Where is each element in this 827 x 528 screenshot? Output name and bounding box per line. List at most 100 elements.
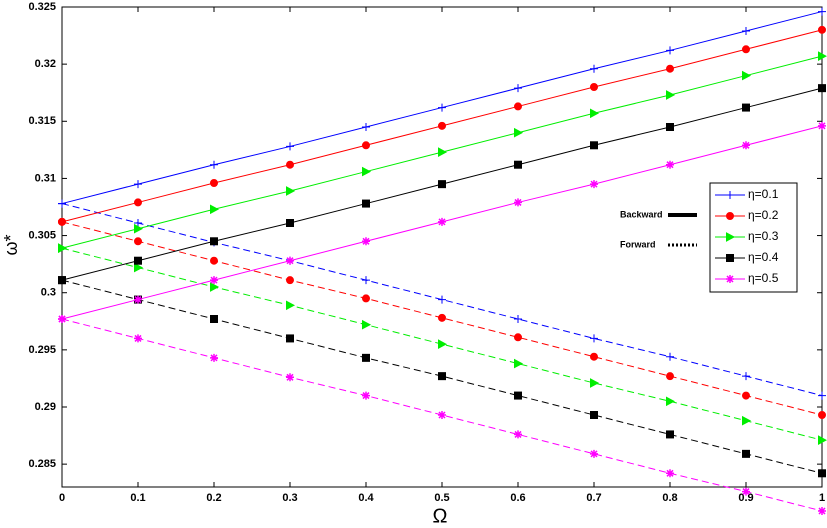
marker	[666, 46, 674, 55]
y-tick-label: 0.3	[41, 287, 56, 299]
marker	[742, 103, 750, 112]
legend-marker	[726, 191, 734, 199]
marker	[590, 108, 600, 119]
plot-frame	[61, 6, 823, 488]
marker	[58, 276, 66, 285]
marker	[134, 180, 142, 189]
legend-label: η=0.2	[748, 208, 779, 222]
marker	[58, 199, 66, 208]
marker	[438, 217, 446, 226]
marker	[742, 487, 750, 496]
marker	[362, 199, 370, 208]
marker	[514, 358, 524, 369]
x-tick-label: 0.6	[510, 492, 525, 504]
marker	[438, 147, 448, 157]
marker	[134, 198, 142, 207]
marker	[590, 378, 600, 388]
marker	[210, 204, 220, 215]
y-tick-label: 0.325	[28, 1, 56, 13]
y-tick-label: 0.305	[28, 229, 56, 241]
legend-label: η=0.4	[748, 250, 779, 264]
marker	[134, 223, 144, 234]
marker	[210, 160, 218, 169]
x-tick-label: 0.1	[130, 492, 145, 504]
x-tick-label: 0	[59, 492, 65, 504]
marker	[818, 121, 826, 130]
y-tick-label: 0.32	[35, 58, 56, 70]
x-tick-label: 0.3	[282, 492, 297, 504]
marker	[514, 127, 524, 138]
marker	[210, 315, 218, 323]
marker	[818, 51, 827, 61]
marker	[58, 243, 68, 253]
marker	[742, 141, 750, 150]
marker	[438, 295, 446, 304]
marker	[590, 352, 598, 361]
marker	[666, 123, 674, 131]
x-tick-label: 0.7	[586, 492, 601, 504]
y-tick-label: 0.285	[28, 458, 56, 470]
marker	[514, 391, 522, 400]
marker	[286, 219, 294, 227]
y-tick-label: 0.29	[35, 401, 56, 413]
y-tick-label: 0.295	[28, 344, 56, 356]
marker	[590, 334, 598, 343]
marker	[362, 353, 370, 362]
marker	[210, 179, 218, 187]
marker	[286, 160, 294, 169]
marker	[438, 313, 446, 322]
marker	[134, 262, 144, 273]
marker	[134, 334, 142, 343]
legend-marker	[726, 254, 734, 262]
marker	[210, 256, 218, 265]
marker	[818, 435, 827, 445]
marker	[286, 276, 294, 285]
marker	[210, 276, 218, 285]
marker	[590, 83, 598, 91]
legend-label: η=0.3	[748, 229, 779, 243]
marker	[210, 282, 220, 292]
legend-marker	[726, 232, 736, 242]
x-axis-label: Ω	[433, 505, 448, 527]
marker	[742, 45, 750, 54]
legend-marker	[726, 275, 734, 283]
marker	[286, 334, 294, 343]
marker	[362, 141, 370, 150]
marker	[362, 237, 370, 246]
marker	[818, 469, 826, 478]
marker	[590, 64, 598, 73]
marker	[818, 7, 826, 16]
marker	[818, 84, 826, 93]
marker	[134, 219, 142, 227]
marker	[362, 276, 370, 285]
x-tick-label: 0.4	[358, 492, 374, 504]
marker	[742, 27, 750, 35]
marker	[818, 391, 826, 400]
x-tick-label: 0.2	[206, 492, 221, 504]
marker	[514, 102, 522, 111]
marker	[362, 319, 372, 330]
marker	[818, 507, 826, 515]
marker	[818, 25, 826, 34]
marker	[362, 166, 372, 177]
marker	[666, 396, 676, 407]
marker	[438, 372, 446, 381]
marker	[742, 415, 752, 426]
marker	[438, 103, 446, 112]
marker	[58, 217, 66, 226]
marker	[514, 430, 522, 439]
marker	[590, 411, 598, 419]
style-legend-label: Backward	[620, 209, 663, 219]
marker	[286, 186, 296, 196]
marker	[666, 352, 674, 361]
marker	[362, 123, 370, 131]
y-tick-label: 0.315	[28, 115, 56, 127]
legend-label: η=0.1	[748, 187, 779, 201]
y-axis-label: ω*	[1, 234, 21, 255]
marker	[666, 90, 676, 100]
marker	[514, 84, 522, 93]
marker	[134, 295, 142, 304]
marker	[286, 300, 296, 311]
marker	[818, 411, 826, 419]
